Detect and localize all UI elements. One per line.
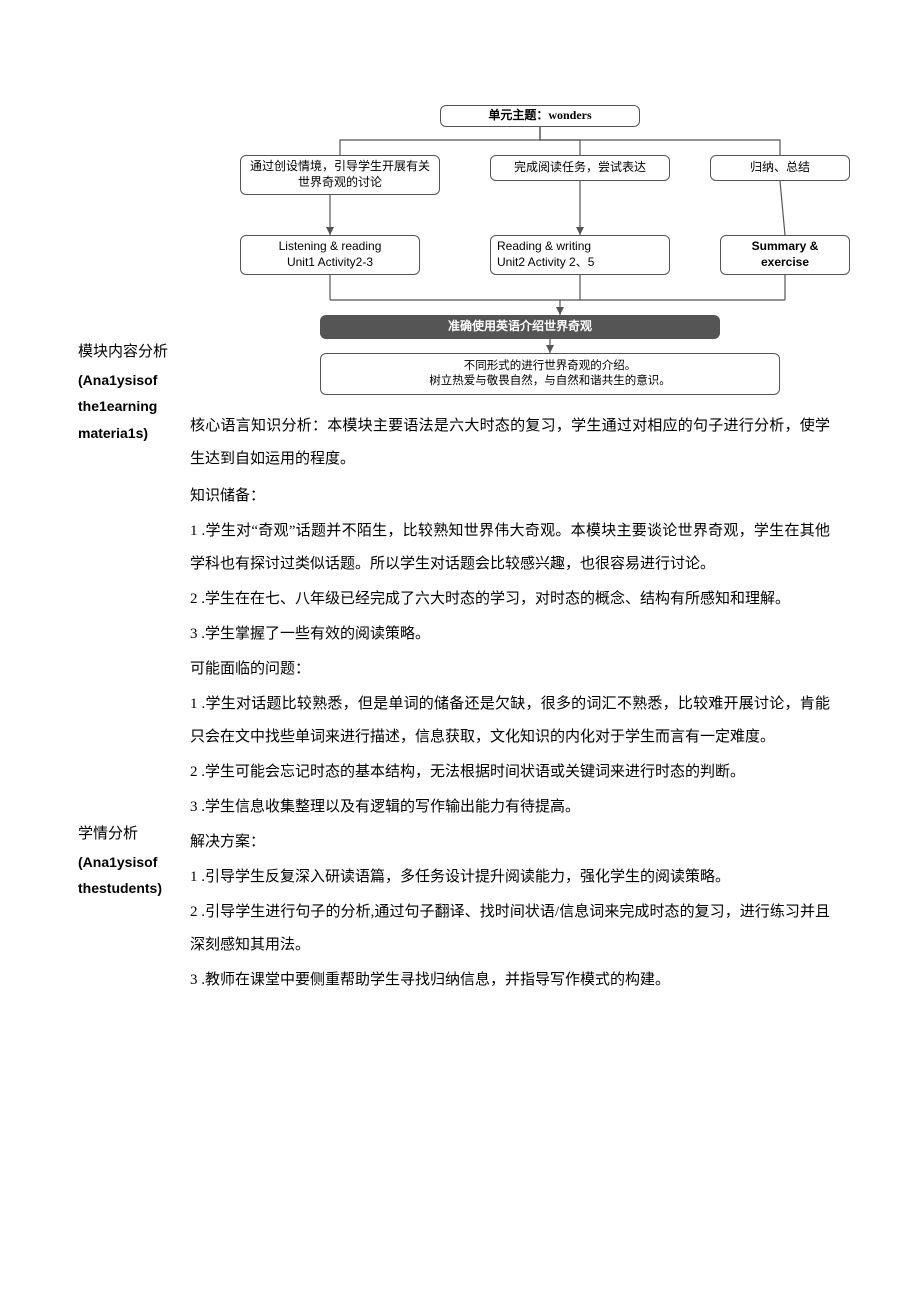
problem-item-2: 2 .学生可能会忘记时态的基本结构，无法根据时间状语或关键词来进行时态的判断。 xyxy=(190,756,830,789)
diagram-top-box: 单元主题：wonders xyxy=(440,105,640,127)
knowledge-item-1: 1 .学生对“奇观”话题并不陌生，比较熟知世界伟大奇观。本模块主要谈论世界奇观，… xyxy=(190,515,830,581)
label-cn: 学情分析 xyxy=(78,820,180,849)
solution-item-3: 3 .教师在课堂中要侧重帮助学生寻找归纳信息，并指导写作模式的构建。 xyxy=(190,964,830,997)
knowledge-item-2: 2 .学生在在七、八年级已经完成了六大时态的学习，对时态的概念、结构有所感知和理… xyxy=(190,583,830,616)
heading-problems: 可能面临的问题： xyxy=(190,653,830,686)
label-cn: 模块内容分析 xyxy=(78,338,180,367)
label-en-line1: (Ana1ysisof xyxy=(78,849,180,876)
diagram-box-reading-writing: Reading & writingUnit2 Activity 2、5 xyxy=(490,235,670,275)
section-students-body: 知识储备： 1 .学生对“奇观”话题并不陌生，比较熟知世界伟大奇观。本模块主要谈… xyxy=(190,480,830,999)
diagram-box-context: 通过创设情境，引导学生开展有关世界奇观的讨论 xyxy=(240,155,440,195)
diagram-box-summary-exercise: Summary &exercise xyxy=(720,235,850,275)
solution-item-1: 1 .引导学生反复深入研读语篇，多任务设计提升阅读能力，强化学生的阅读策略。 xyxy=(190,861,830,894)
label-en-line2: the1earning xyxy=(78,393,180,420)
label-en-line1: (Ana1ysisof xyxy=(78,367,180,394)
diagram-darkbar: 准确使用英语介绍世界奇观 xyxy=(320,315,720,339)
section-materials-label: 模块内容分析 (Ana1ysisof the1earning materia1s… xyxy=(0,338,190,478)
diagram-box-listening: Listening & readingUnit1 Activity2-3 xyxy=(240,235,420,275)
label-en-line3: materia1s) xyxy=(78,420,180,447)
section-materials: 模块内容分析 (Ana1ysisof the1earning materia1s… xyxy=(0,338,830,478)
solution-item-2: 2 .引导学生进行句子的分析,通过句子翻译、找时间状语/信息词来完成时态的复习，… xyxy=(190,896,830,962)
knowledge-item-3: 3 .学生掌握了一些有效的阅读策略。 xyxy=(190,618,830,651)
section-students-label: 学情分析 (Ana1ysisof thestudents) xyxy=(0,480,190,999)
heading-solutions: 解决方案： xyxy=(190,826,830,859)
problem-item-1: 1 .学生对话题比较熟悉，但是单词的储备还是欠缺，很多的词汇不熟悉，比较难开展讨… xyxy=(190,688,830,754)
materials-para: 核心语言知识分析：本模块主要语法是六大时态的复习，学生通过对相应的句子进行分析，… xyxy=(190,410,830,476)
label-en-line2: thestudents) xyxy=(78,875,180,902)
diagram-box-reading: 完成阅读任务，尝试表达 xyxy=(490,155,670,181)
problem-item-3: 3 .学生信息收集整理以及有逻辑的写作输出能力有待提高。 xyxy=(190,791,830,824)
diagram-box-summary: 归纳、总结 xyxy=(710,155,850,181)
heading-knowledge: 知识储备： xyxy=(190,480,830,513)
section-materials-body: 核心语言知识分析：本模块主要语法是六大时态的复习，学生通过对相应的句子进行分析，… xyxy=(190,338,830,478)
section-students: 学情分析 (Ana1ysisof thestudents) 知识储备： 1 .学… xyxy=(0,480,830,999)
